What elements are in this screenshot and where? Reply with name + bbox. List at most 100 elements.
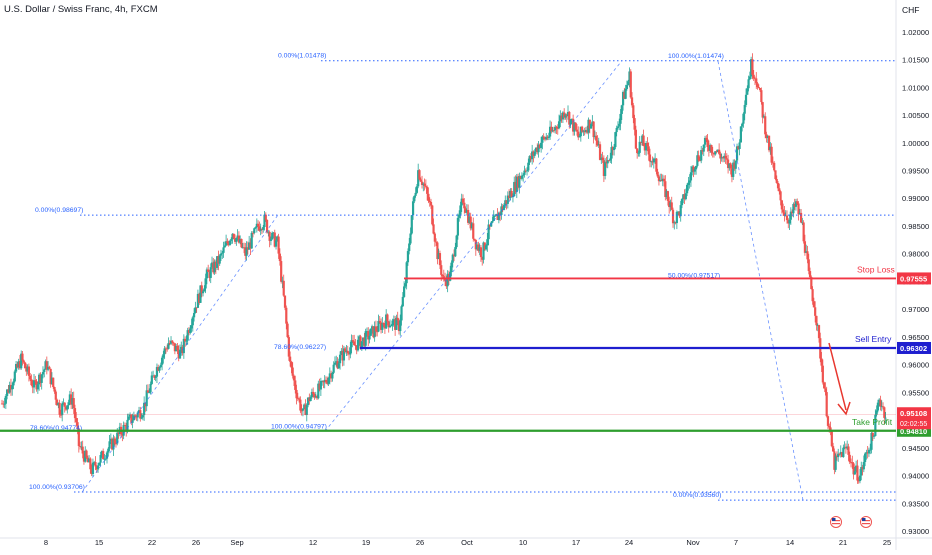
candle-body xyxy=(611,147,614,151)
candle-body xyxy=(216,256,219,268)
candle-body xyxy=(109,438,112,442)
candle-body xyxy=(153,375,156,378)
candle-body xyxy=(146,390,150,393)
candle-body xyxy=(382,322,385,325)
candle-body xyxy=(616,126,620,128)
candle-body xyxy=(744,94,748,105)
x-tick-label: 7 xyxy=(734,538,738,547)
candle-body xyxy=(509,190,512,199)
candle-body xyxy=(41,372,45,375)
fib-label: 0.00%(0.93560) xyxy=(673,492,721,499)
candle-body xyxy=(440,265,443,275)
candle-body xyxy=(203,288,206,292)
candle-body xyxy=(372,326,375,338)
candle-body xyxy=(204,278,207,289)
candle-body xyxy=(464,208,467,213)
candle-body xyxy=(566,111,570,117)
candle-body xyxy=(308,397,311,402)
candle-body xyxy=(409,233,412,244)
candle-body xyxy=(176,345,179,351)
x-tick-label: 25 xyxy=(883,538,891,547)
candle-body xyxy=(73,408,77,419)
candle-body xyxy=(280,261,283,282)
candle-body xyxy=(104,458,107,460)
candle-body xyxy=(639,141,643,143)
candle-body xyxy=(324,379,328,383)
candle-body xyxy=(473,238,476,240)
candle-body xyxy=(537,144,540,153)
candle-body xyxy=(58,402,61,415)
candle-body xyxy=(792,203,795,214)
candle-body xyxy=(190,325,193,329)
candle-body xyxy=(29,375,32,380)
candle-body xyxy=(341,350,344,361)
us-flag-stripe xyxy=(832,523,840,525)
candle-body xyxy=(522,174,525,176)
candle-body xyxy=(472,223,475,239)
candle-body xyxy=(821,365,824,383)
candle-body xyxy=(653,158,657,160)
candle-body xyxy=(446,273,449,287)
candle-body xyxy=(808,271,812,278)
candle-body xyxy=(769,146,772,151)
candle-body xyxy=(811,289,814,302)
candle-body xyxy=(700,150,703,161)
candle-body xyxy=(297,398,301,400)
candle-body xyxy=(746,88,749,95)
candle-body xyxy=(285,307,288,324)
candle-body xyxy=(592,121,595,138)
candle-body xyxy=(291,367,294,376)
candle-body xyxy=(856,465,859,481)
candle-body xyxy=(561,112,564,120)
candle-body xyxy=(623,91,626,99)
fib-label: 78.60%(0.94774) xyxy=(30,425,82,432)
candle-body xyxy=(860,467,863,476)
candle-body xyxy=(474,239,477,250)
y-tick-label: 0.98500 xyxy=(902,222,929,231)
candle-body xyxy=(283,295,287,308)
candle-body xyxy=(45,361,48,370)
candle-body xyxy=(783,212,786,216)
candle-body xyxy=(102,451,105,460)
candle-body xyxy=(304,404,307,416)
candle-body xyxy=(614,132,617,148)
candle-body xyxy=(598,144,602,160)
candle-body xyxy=(236,235,239,239)
x-tick-label: 21 xyxy=(839,538,847,547)
candle-body xyxy=(50,377,54,385)
candle-body xyxy=(748,76,751,80)
candle-body xyxy=(533,151,536,156)
candle-body xyxy=(788,219,791,224)
candle-body xyxy=(210,262,214,268)
candle-body xyxy=(564,114,567,118)
candle-body xyxy=(638,141,641,153)
candle-body xyxy=(497,212,500,221)
candle-body xyxy=(767,135,771,151)
candle-body xyxy=(331,372,334,379)
y-tick-label: 0.96500 xyxy=(902,333,929,342)
symbol-title: U.S. Dollar / Swiss Franc, 4h, FXCM xyxy=(4,4,158,15)
candle-body xyxy=(200,285,203,294)
candle-body xyxy=(673,222,676,224)
fib-label: 50.00%(0.97517) xyxy=(668,273,720,280)
candle-body xyxy=(130,414,133,423)
candle-body xyxy=(465,209,468,213)
candle-body xyxy=(766,135,769,138)
candle-body xyxy=(93,462,96,463)
candle-body xyxy=(272,232,275,234)
candle-body xyxy=(742,113,745,124)
candle-body xyxy=(671,209,675,224)
candle-body xyxy=(154,376,157,378)
candle-body xyxy=(98,462,101,466)
candle-body xyxy=(780,200,783,210)
candle-body xyxy=(295,389,298,399)
candle-body xyxy=(799,212,803,223)
candle-body xyxy=(467,209,470,223)
candle-body xyxy=(385,314,388,329)
candle-body xyxy=(468,216,471,223)
candle-body xyxy=(479,247,483,258)
candle-body xyxy=(152,375,155,377)
candle-body xyxy=(538,144,541,148)
candle-body xyxy=(419,179,422,182)
